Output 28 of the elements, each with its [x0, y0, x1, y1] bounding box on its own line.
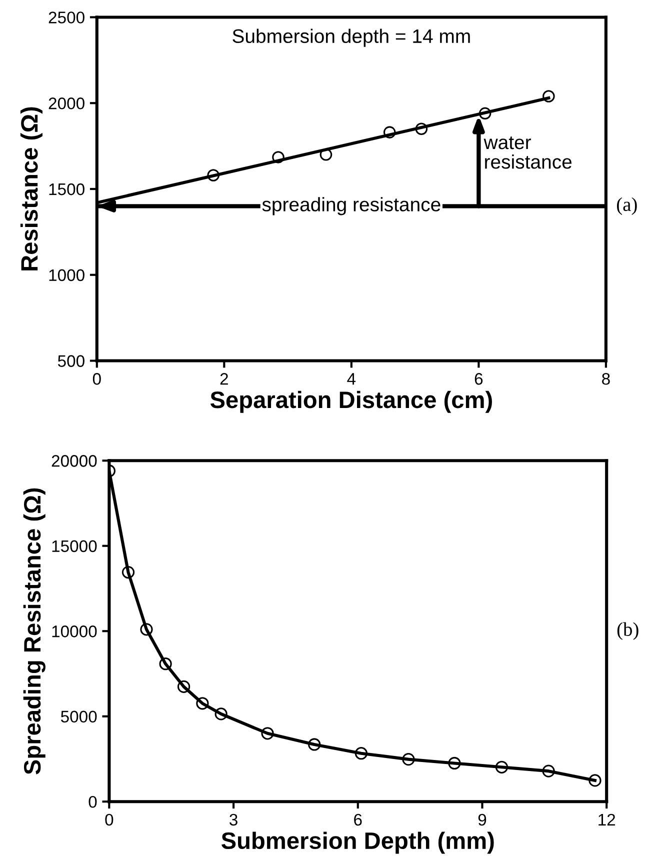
y-axis-title: Spreading Resistance (Ω): [23, 488, 46, 774]
x-tick-label: 2: [220, 373, 228, 385]
x-tick-label: 0: [105, 814, 114, 826]
x-tick-label: 12: [598, 814, 616, 826]
y-tick-label: 1000: [49, 269, 84, 282]
x-tick-label: 6: [474, 373, 483, 385]
y-tick-label: 15000: [52, 540, 97, 552]
y-axis-title: Resistance (Ω): [20, 107, 42, 270]
y-tick-label: 2500: [48, 12, 84, 24]
x-axis-title: Submersion Depth (mm): [221, 832, 494, 854]
x-tick-label: 3: [230, 814, 238, 826]
y-tick-label: 1500: [49, 183, 84, 196]
text: Submersion depth = 14 mm: [232, 28, 470, 47]
y-tick-label: 500: [58, 355, 84, 367]
x-tick-label: 8: [602, 373, 610, 385]
x-tick-label: 9: [478, 814, 486, 826]
x-axis-title: Separation Distance (cm): [210, 390, 492, 413]
text: (a): [616, 197, 637, 215]
annotation: water resistance: [484, 136, 572, 169]
y-tick-label: 0: [88, 796, 97, 808]
y-tick-label: 5000: [60, 710, 97, 723]
text: (b): [617, 622, 638, 640]
y-tick-label: 20000: [52, 455, 97, 467]
y-tick-label: 10000: [52, 626, 97, 638]
x-tick-label: 6: [354, 814, 362, 826]
y-tick-label: 2000: [48, 98, 84, 110]
x-tick-label: 4: [347, 373, 356, 385]
ref-line-label: spreading resistance: [262, 197, 440, 216]
